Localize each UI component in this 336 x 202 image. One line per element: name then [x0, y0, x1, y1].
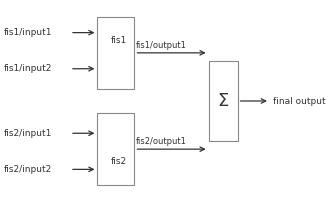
Text: fis1/input1: fis1/input1 [4, 28, 52, 37]
Text: fis1: fis1 [111, 36, 127, 45]
Text: final output: final output [273, 97, 326, 105]
Text: Σ: Σ [217, 92, 229, 110]
FancyBboxPatch shape [209, 61, 238, 141]
Text: fis1/input2: fis1/input2 [4, 64, 52, 73]
FancyBboxPatch shape [97, 17, 134, 89]
Text: fis1/output1: fis1/output1 [136, 41, 186, 50]
Text: fis2/output1: fis2/output1 [136, 137, 186, 146]
Text: fis2/input2: fis2/input2 [4, 165, 52, 174]
Text: fis2: fis2 [111, 157, 127, 166]
FancyBboxPatch shape [97, 113, 134, 185]
Text: fis2/input1: fis2/input1 [4, 129, 52, 138]
